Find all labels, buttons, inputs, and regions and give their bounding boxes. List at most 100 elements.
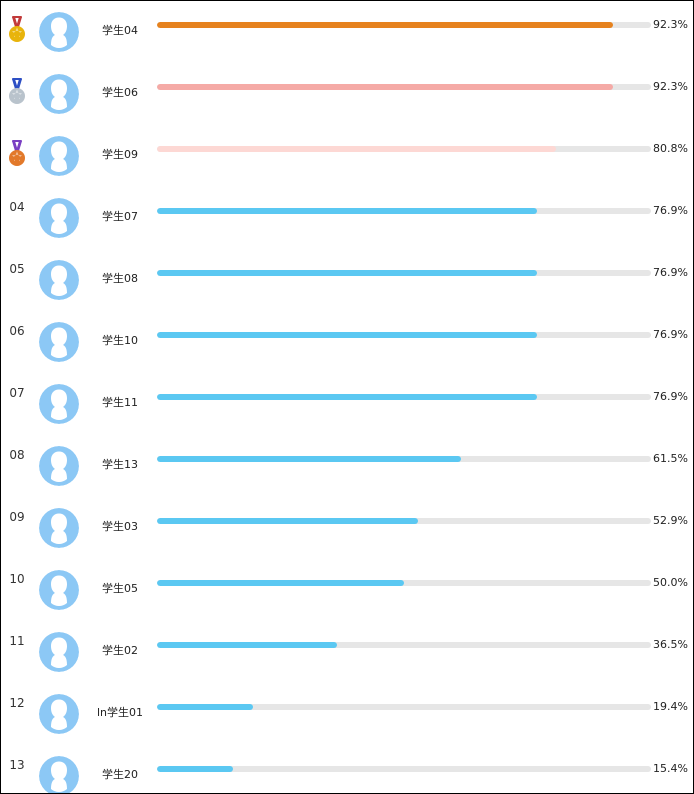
user-avatar-icon xyxy=(39,12,79,52)
rank-number: 04 xyxy=(9,200,25,214)
leaderboard-row: 06 学生10 76.9% xyxy=(1,311,693,373)
user-avatar-icon xyxy=(39,136,79,176)
rank-cell: 12 xyxy=(5,693,29,733)
rank-number: 08 xyxy=(9,448,25,462)
student-name: 学生07 xyxy=(102,210,138,223)
user-avatar-icon xyxy=(39,260,79,300)
student-name: 学生05 xyxy=(102,582,138,595)
leaderboard-row: 学生09 80.8% xyxy=(1,125,693,187)
rank-cell xyxy=(5,11,29,51)
student-name: 学生09 xyxy=(102,148,138,161)
leaderboard-row: 13 学生20 15.4% xyxy=(1,745,693,793)
progress-fill xyxy=(157,766,234,772)
user-avatar-icon xyxy=(39,694,79,734)
student-name: ln学生01 xyxy=(96,706,144,719)
rank-number: 06 xyxy=(9,324,25,338)
student-name: 学生02 xyxy=(102,644,138,657)
student-name: 学生06 xyxy=(102,86,138,99)
leaderboard-row: 08 学生13 61.5% xyxy=(1,435,693,497)
progress-fill xyxy=(157,332,537,338)
percent-label: 52.9% xyxy=(653,514,688,527)
user-avatar-icon xyxy=(39,74,79,114)
percent-label: 92.3% xyxy=(653,80,688,93)
progress-fill xyxy=(157,580,404,586)
rank-number: 11 xyxy=(9,634,25,648)
silver-medal-icon xyxy=(9,78,25,104)
percent-label: 15.4% xyxy=(653,762,688,775)
user-avatar-icon xyxy=(39,508,79,548)
rank-number: 05 xyxy=(9,262,25,276)
rank-cell: 11 xyxy=(5,631,29,671)
progress-track xyxy=(157,332,651,338)
progress-track xyxy=(157,704,651,710)
rank-number: 10 xyxy=(9,572,25,586)
progress-fill xyxy=(157,84,613,90)
leaderboard-row: 07 学生11 76.9% xyxy=(1,373,693,435)
progress-fill xyxy=(157,146,557,152)
progress-fill xyxy=(157,456,461,462)
leaderboard-row: 04 学生07 76.9% xyxy=(1,187,693,249)
percent-label: 50.0% xyxy=(653,576,688,589)
progress-track xyxy=(157,208,651,214)
leaderboard-row: 11 学生02 36.5% xyxy=(1,621,693,683)
percent-label: 36.5% xyxy=(653,638,688,651)
progress-track xyxy=(157,270,651,276)
percent-label: 76.9% xyxy=(653,266,688,279)
progress-fill xyxy=(157,518,419,524)
user-avatar-icon xyxy=(39,384,79,424)
student-name: 学生04 xyxy=(102,24,138,37)
percent-label: 92.3% xyxy=(653,18,688,31)
progress-track xyxy=(157,766,651,772)
leaderboard-row: 09 学生03 52.9% xyxy=(1,497,693,559)
progress-fill xyxy=(157,22,613,28)
progress-fill xyxy=(157,270,537,276)
percent-label: 76.9% xyxy=(653,204,688,217)
progress-track xyxy=(157,518,651,524)
progress-fill xyxy=(157,208,537,214)
rank-number: 07 xyxy=(9,386,25,400)
user-avatar-icon xyxy=(39,632,79,672)
rank-cell: 08 xyxy=(5,445,29,485)
student-name: 学生13 xyxy=(102,458,138,471)
progress-fill xyxy=(157,704,253,710)
progress-track xyxy=(157,394,651,400)
percent-label: 80.8% xyxy=(653,142,688,155)
leaderboard-row: 12 ln学生01 19.4% xyxy=(1,683,693,745)
student-name: 学生10 xyxy=(102,334,138,347)
user-avatar-icon xyxy=(39,756,79,793)
progress-fill xyxy=(157,642,338,648)
rank-cell: 06 xyxy=(5,321,29,361)
progress-track xyxy=(157,580,651,586)
student-name: 学生03 xyxy=(102,520,138,533)
rank-number: 12 xyxy=(9,696,25,710)
leaderboard-row: 学生04 92.3% xyxy=(1,1,693,63)
progress-track xyxy=(157,456,651,462)
leaderboard-row: 05 学生08 76.9% xyxy=(1,249,693,311)
progress-track xyxy=(157,642,651,648)
percent-label: 61.5% xyxy=(653,452,688,465)
progress-fill xyxy=(157,394,537,400)
student-name: 学生20 xyxy=(102,768,138,781)
rank-cell: 04 xyxy=(5,197,29,237)
user-avatar-icon xyxy=(39,446,79,486)
rank-number: 09 xyxy=(9,510,25,524)
rank-cell: 09 xyxy=(5,507,29,547)
rank-cell: 13 xyxy=(5,755,29,793)
percent-label: 76.9% xyxy=(653,328,688,341)
rank-number: 13 xyxy=(9,758,25,772)
rank-cell: 10 xyxy=(5,569,29,609)
percent-label: 76.9% xyxy=(653,390,688,403)
gold-medal-icon xyxy=(9,16,25,42)
progress-track xyxy=(157,84,651,90)
user-avatar-icon xyxy=(39,322,79,362)
leaderboard-row: 10 学生05 50.0% xyxy=(1,559,693,621)
bronze-medal-icon xyxy=(9,140,25,166)
progress-track xyxy=(157,22,651,28)
rank-cell xyxy=(5,135,29,175)
percent-label: 19.4% xyxy=(653,700,688,713)
rank-cell: 05 xyxy=(5,259,29,299)
user-avatar-icon xyxy=(39,198,79,238)
rank-cell: 07 xyxy=(5,383,29,423)
progress-track xyxy=(157,146,651,152)
